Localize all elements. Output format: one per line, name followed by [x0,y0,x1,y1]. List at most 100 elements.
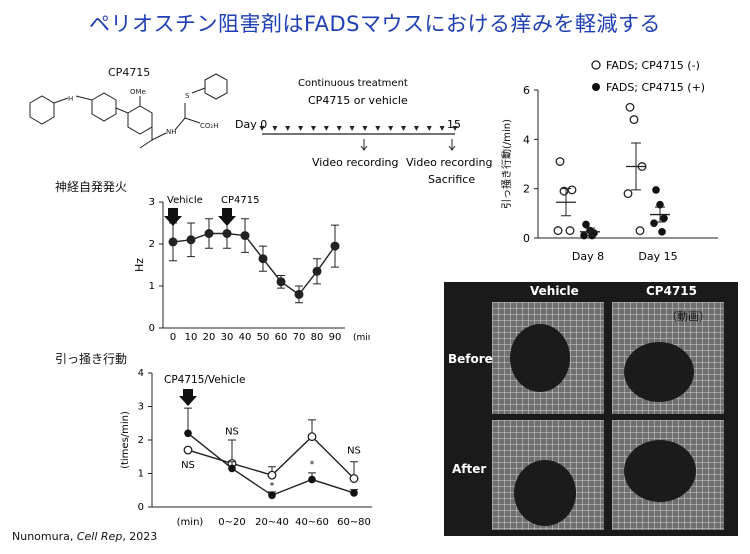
data-point-open [553,226,563,236]
data-point-filled [656,200,664,209]
y-axis-label: (times/min) [120,411,131,469]
y-axis-label: Hz [133,258,146,272]
x-tick-label: 90 [329,332,342,343]
struct-hn: H [68,95,73,103]
data-point-filled [650,219,658,227]
data-point [222,229,232,238]
timeline-tick [439,126,445,131]
timeline-arrow-day15 [448,139,456,151]
timeline-line1: Continuous treatment [298,78,408,89]
y-tick-label: 1 [149,281,155,292]
data-point-open [625,102,635,112]
treatment-timeline: Continuous treatment CP4715 or vehicle D… [235,78,492,186]
data-point-open [307,432,317,442]
x-tick-label: 0~20 [218,517,245,528]
data-point [240,231,250,241]
annotation-arrow [164,208,182,226]
timeline-tick [310,126,316,131]
struct-ome: OMe [130,88,146,96]
data-point-open [349,474,359,483]
annotation-label: CP4715 [221,195,259,206]
struct-nh: NH [166,128,177,136]
scratching-chart: 0 1 2 3 4 (min) 0~20 20~40 40~60 60~80 (times/min)… [120,368,372,528]
legend-marker-open [591,60,601,70]
x-tick-label: 50 [257,332,270,343]
x-tick-label: 0 [170,332,176,343]
x-tick-label: 10 [185,332,198,343]
y-tick-label: 6 [523,84,530,97]
data-point [330,241,340,251]
annotation-star: * [310,460,315,470]
y-tick-label: 3 [149,197,155,208]
firing-chart: 01230102030405060708090(min)HzVehicleCP4… [133,195,370,343]
data-point-filled [350,489,358,497]
timeline-arrow-day8 [360,139,368,151]
data-point-open [555,157,565,166]
timeline-day0: Day 0 [235,118,267,131]
x-tick-label: 70 [293,332,306,343]
annotation-arrow [218,208,236,226]
x-axis-unit: (min) [177,517,204,528]
section-a-title: 神経自発発火 [55,180,128,194]
section-b-title: 引っ掻き行動 [55,352,128,366]
photo-after-label: After [452,462,487,476]
struct-co2h: CO₂H [200,122,218,130]
y-axis-label: 引っ掻き行動(/min) [500,119,513,209]
mouse-vehicle-after [514,460,576,526]
y-tick-label: 4 [138,368,144,379]
timeline-tick [298,126,304,131]
data-point-filled [658,228,666,236]
data-point-filled [580,231,588,240]
x-tick-label: Day 15 [638,250,677,263]
timeline-tick [336,126,342,131]
legend-label: FADS; CP4715 (-) [606,59,700,72]
sem-bar [585,227,595,237]
y-tick-label: 0 [149,323,155,334]
data-point-filled [308,475,316,484]
data-point-filled [268,491,276,500]
struct-s: S [185,92,190,100]
annotation-arrow [179,389,197,406]
sem-bar [631,142,641,191]
timeline-tick [323,126,329,131]
chemical-structure: H OMe NH CO₂H S [29,73,228,149]
timeline-tick [285,126,291,131]
mouse-vehicle-before [510,324,570,392]
timeline-tick [272,126,278,131]
y-tick-label: 2 [138,435,144,446]
citation-year: , 2023 [122,530,158,543]
compound-label: CP4715 [108,66,151,79]
data-point-filled [652,186,660,194]
timeline-video1: Video recording [312,156,398,169]
series-line [172,232,336,296]
timeline-tick [452,126,458,131]
timeline-tick [362,126,368,131]
data-point [294,289,304,299]
data-point-open [267,470,277,480]
annotation-ns: NS [347,445,361,456]
x-axis-unit: (min) [353,333,370,343]
y-tick-label: 0 [138,502,144,513]
scatter-chart: 0 2 4 6 引っ掻き行動(/min) Day 8 Day 15 FADS; CP4715 … [500,59,718,263]
data-point-open [629,115,639,125]
mouse-photo-panel: Vehicle CP4715 （動画） Before After [444,282,738,536]
photo-vehicle-label: Vehicle [530,284,579,298]
data-point-filled [184,429,192,438]
sem-bar [561,188,571,217]
x-tick-label: 80 [311,332,324,343]
y-tick-label: 2 [149,239,155,250]
y-tick-label: 3 [138,402,144,413]
data-point-open [565,226,575,236]
timeline-tick [426,126,432,131]
x-tick-label: 60 [275,332,288,343]
timeline-tick [401,126,407,131]
x-tick-label: 20 [203,332,216,343]
annotation-star: * [270,482,275,492]
annotation-ns: NS [181,460,195,471]
legend-marker-filled [592,83,600,91]
data-point-open [623,189,633,199]
data-point [186,235,196,245]
y-tick-label: 0 [523,232,530,245]
data-point [312,266,322,276]
photo-before-label: Before [448,352,493,366]
